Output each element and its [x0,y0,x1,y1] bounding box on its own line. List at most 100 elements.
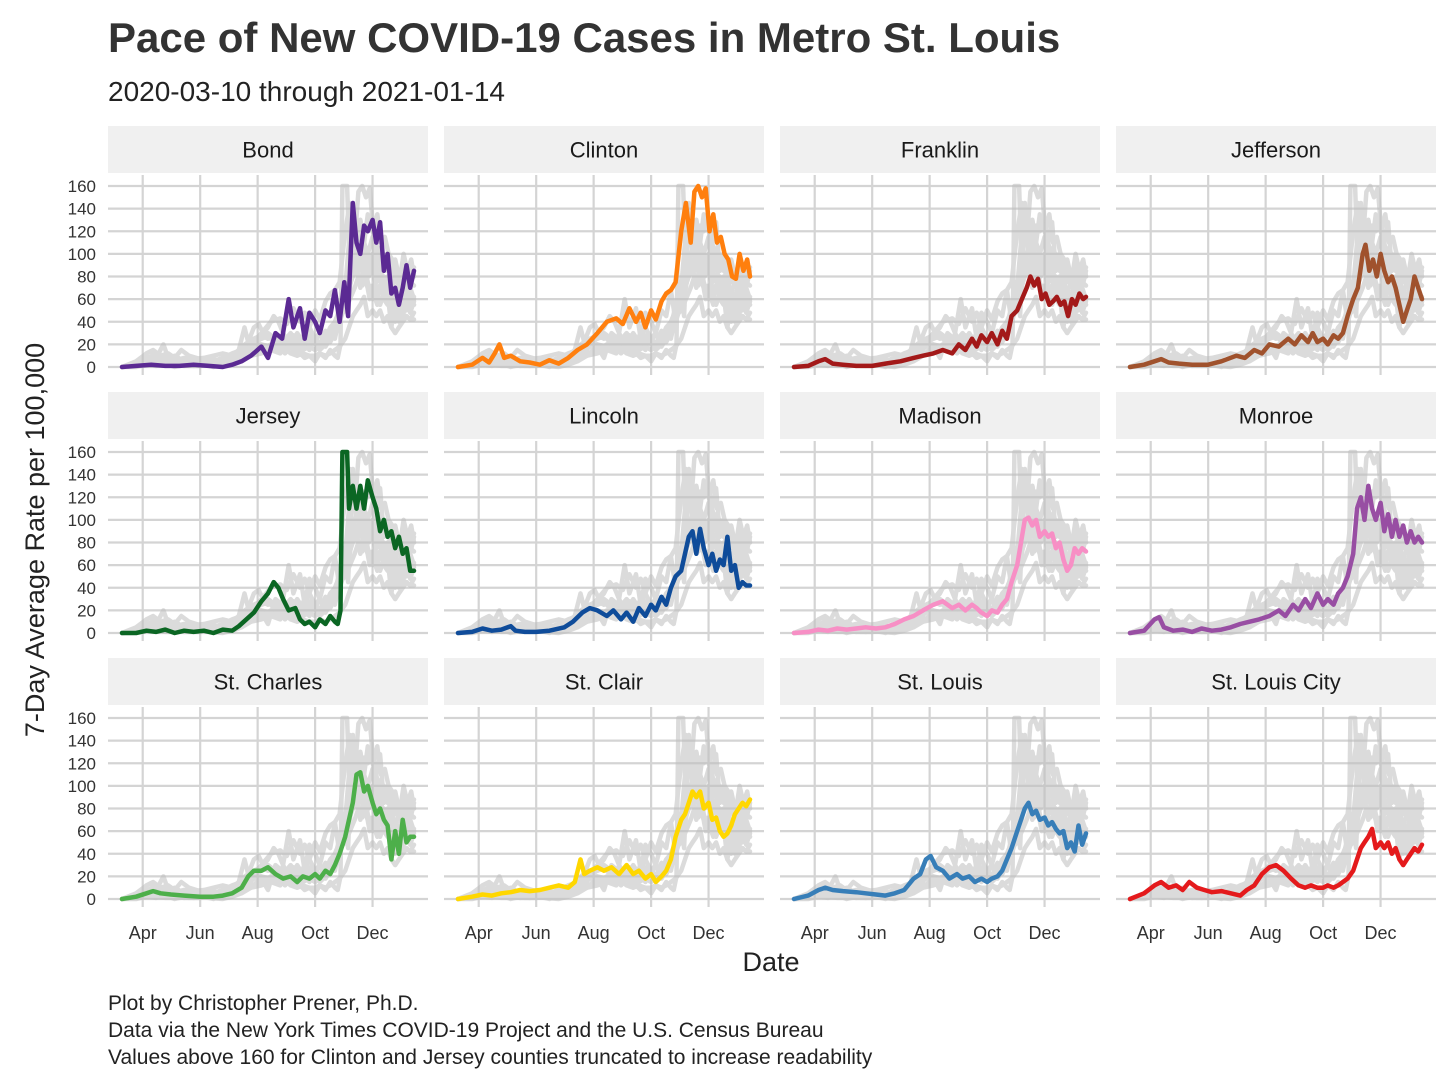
panel-jersey: Jersey 0 20 40 60 80 100 120 140 160 [68,392,428,643]
panel-madison: Madison [780,392,1100,641]
facet-strip [1116,392,1436,439]
y-tick-label: 100 [68,511,96,530]
series-line-st-louis-city [1127,826,1425,902]
facet-label: St. Louis City [1211,670,1341,695]
series-line-st-louis [791,800,1089,902]
facet-strip [780,126,1100,173]
x-tick-label: Aug [578,923,610,943]
background-series [119,449,417,636]
y-tick-label: 40 [77,579,96,598]
facet-label: St. Clair [565,670,643,695]
x-tick-label: Aug [242,923,274,943]
y-tick-label: 20 [77,601,96,620]
y-tick-label: 120 [68,754,96,773]
x-tick-label: Aug [1250,923,1282,943]
y-tick-label: 20 [77,335,96,354]
series-line-background-st-louis-city [455,826,753,902]
series-line-background-st-louis-city [791,826,1089,902]
series-line-st-clair [455,789,753,902]
series-line-background-st-louis-city [455,560,753,636]
series-line-background-st-louis [1127,800,1425,902]
x-tick-label: Jun [186,923,215,943]
series-line-madison [791,515,1089,636]
series-line-bond [119,200,417,370]
series-line-st-charles [119,770,417,902]
panel-st-louis-city: St. Louis City Apr Jun Aug Oct Dec [1116,658,1436,943]
series-line-background-st-louis-city [791,560,1089,636]
y-axis-title: 7-Day Average Rate per 100,000 [20,343,50,737]
y-tick-label: 140 [68,732,96,751]
series-line-clinton [455,183,753,370]
facet-strip [1116,658,1436,705]
panel-clinton: Clinton [444,126,764,375]
y-tick-label: 60 [77,290,96,309]
x-tick-label: Dec [693,923,725,943]
y-tick-label: 0 [87,358,96,377]
x-axis-title: Date [742,947,799,977]
facet-label: St. Louis [897,670,983,695]
facet-strip [108,392,428,439]
y-tick-label: 100 [68,245,96,264]
facet-strip [1116,126,1436,173]
chart-subtitle: 2020-03-10 through 2021-01-14 [108,76,505,107]
x-tick-label: Jun [858,923,887,943]
x-tick-label: Apr [465,923,493,943]
x-tick-label: Jun [522,923,551,943]
y-tick-label: 60 [77,822,96,841]
facet-strip [444,392,764,439]
x-tick-label: Dec [1365,923,1397,943]
y-tick-label: 140 [68,200,96,219]
y-tick-label: 0 [87,624,96,643]
facet-strip [780,392,1100,439]
series-line-lincoln [455,526,753,636]
x-tick-label: Aug [914,923,946,943]
caption-author: Plot by Christopher Prener, Ph.D. [108,992,419,1015]
panel-franklin: Franklin [780,126,1100,375]
panel-monroe: Monroe [1116,392,1436,641]
y-tick-label: 120 [68,488,96,507]
y-tick-label: 160 [68,177,96,196]
chart-caption: Plot by Christopher Prener, Ph.D. Data v… [108,990,872,1071]
y-tick-label: 40 [77,313,96,332]
series-line-jersey [119,449,417,636]
facet-label: Clinton [570,138,638,163]
facet-label: Madison [898,404,981,429]
series-line-background-st-louis-city [119,826,417,902]
series-line-background-st-louis-city [791,294,1089,370]
x-tick-label: Oct [301,923,329,943]
panel-bond: Bond 0 20 40 60 80 100 120 140 160 [68,126,428,377]
series-line-background-st-louis-city [1127,294,1425,370]
facet-strip [108,658,428,705]
y-tick-label: 80 [77,268,96,287]
facet-strip [444,126,764,173]
y-tick-label: 120 [68,222,96,241]
y-tick-label: 20 [77,867,96,886]
y-tick-label: 100 [68,777,96,796]
x-tick-label: Oct [637,923,665,943]
y-tick-label: 60 [77,556,96,575]
y-tick-label: 80 [77,534,96,553]
x-tick-label: Dec [1029,923,1061,943]
panel-st-clair: St. Clair Apr Jun Aug Oct Dec [444,658,764,943]
facet-strip [780,658,1100,705]
x-tick-label: Jun [1194,923,1223,943]
faceted-line-chart: Bond 0 20 40 60 80 100 120 140 160 Clinton Franklin… [20,126,1436,977]
y-tick-label: 140 [68,466,96,485]
x-tick-label: Apr [129,923,157,943]
x-tick-label: Dec [357,923,389,943]
series-line-jefferson [1127,242,1425,370]
facet-label: St. Charles [214,670,323,695]
caption-source: Data via the New York Times COVID-19 Pro… [108,1019,824,1042]
chart-title: Pace of New COVID-19 Cases in Metro St. … [108,14,1061,61]
x-tick-label: Apr [801,923,829,943]
panel-st-charles: St. Charles 0 20 40 60 80 100 120 140 160 Apr Jun Au… [68,658,428,943]
series-line-monroe [1127,483,1425,636]
series-line-background-st-louis-city [1127,560,1425,636]
facet-label: Lincoln [569,404,639,429]
facet-label: Monroe [1239,404,1314,429]
x-tick-label: Oct [1309,923,1337,943]
facet-strip [444,658,764,705]
facet-strip [108,126,428,173]
panel-st-louis: St. Louis Apr Jun Aug Oct Dec [780,658,1100,943]
series-line-background-st-louis-city [119,294,417,370]
